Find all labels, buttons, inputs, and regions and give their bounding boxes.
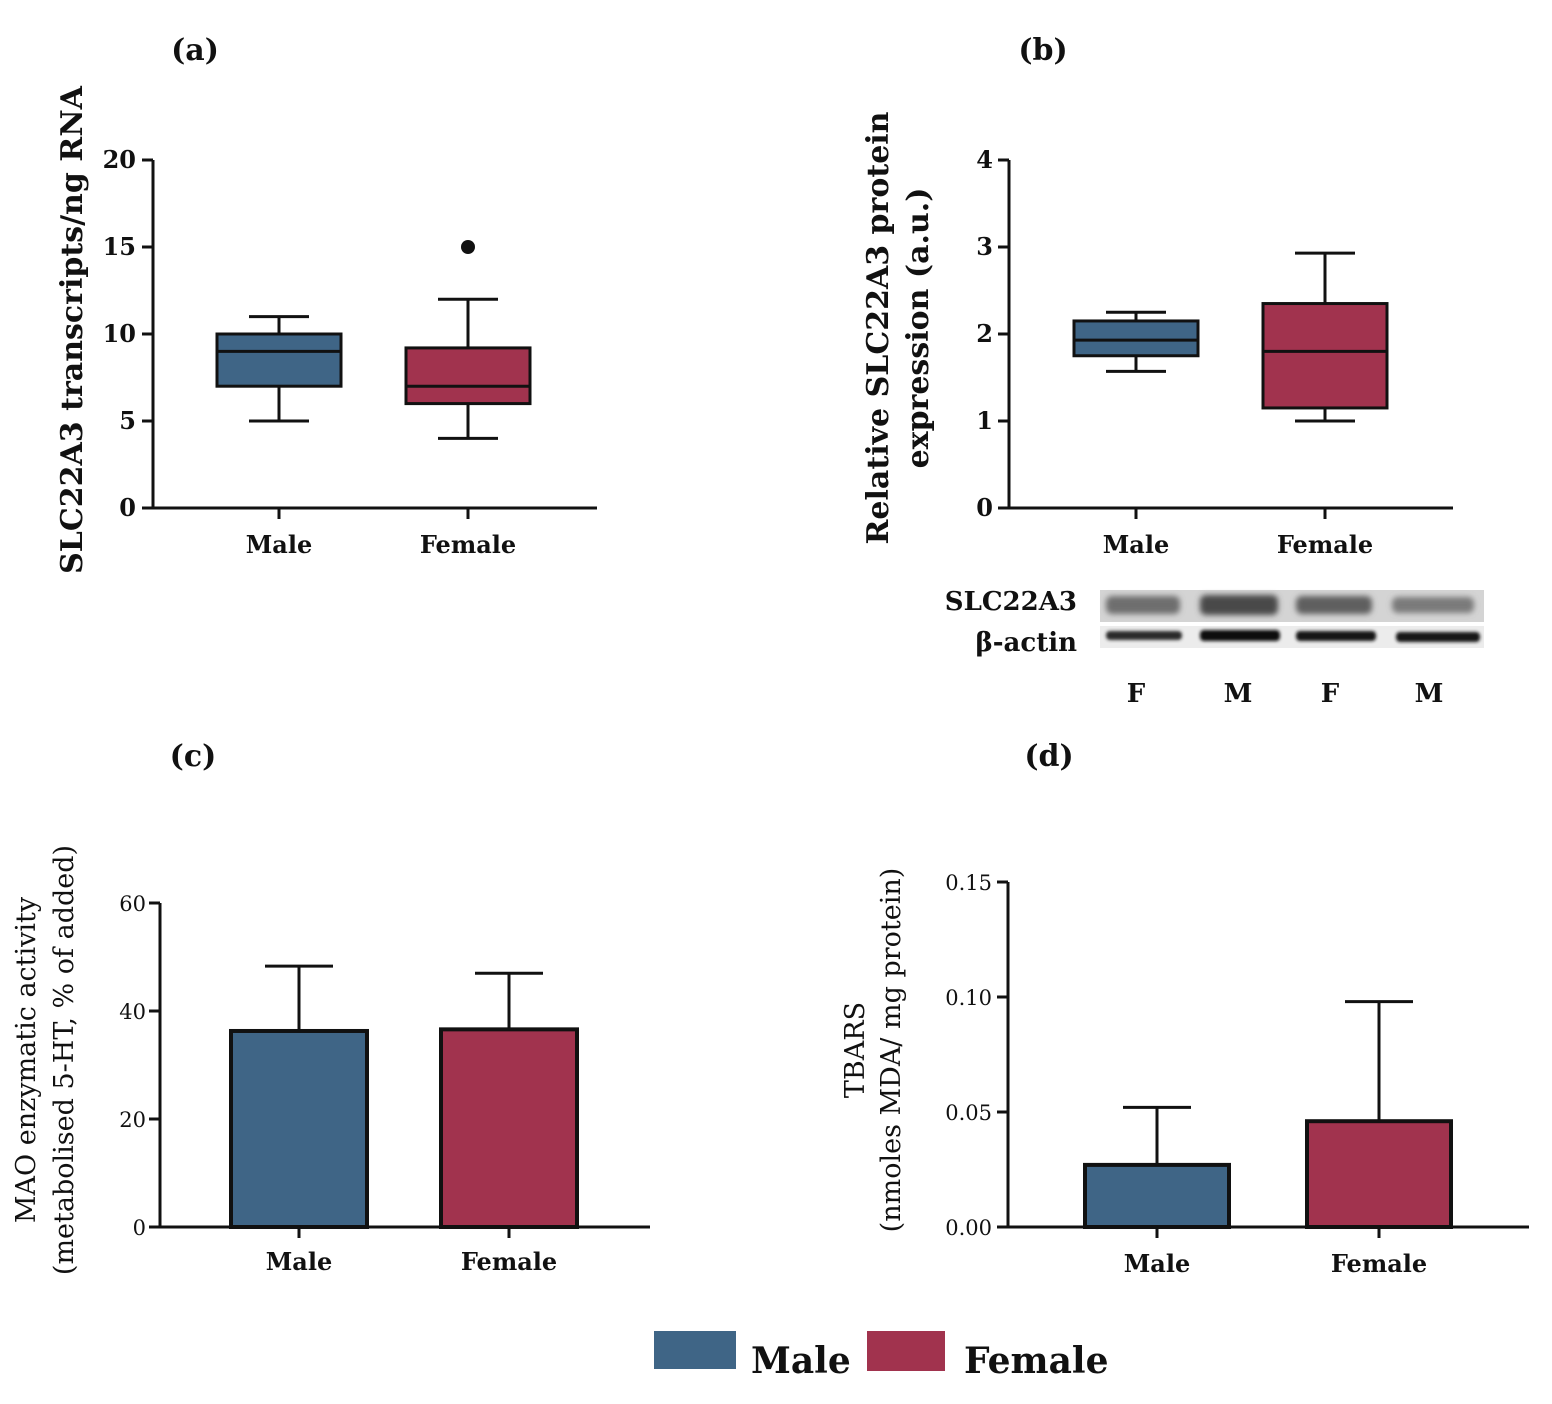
panel-b-label: (b) bbox=[1018, 33, 1067, 68]
panel-a-ylabel-line-0: SLC22A3 transcripts/ng RNA bbox=[55, 85, 90, 574]
legend-swatch-male bbox=[654, 1331, 736, 1369]
panel-c-ytick-label-1: 20 bbox=[119, 1108, 146, 1132]
blot-band-slc22a3-1 bbox=[1106, 596, 1180, 614]
blot-band-slc22a3-3 bbox=[1296, 596, 1372, 614]
panel-b-ytick-label-4: 4 bbox=[976, 145, 993, 174]
panel-b-ylabel-line-0: Relative SLC22A3 protein bbox=[861, 111, 896, 544]
blot-band-beta-actin-4 bbox=[1396, 632, 1480, 642]
blot-band-beta-actin-2 bbox=[1200, 630, 1280, 641]
panel-b-box-plot: (b) 0 1 2 3 4 Relative SLC22A3 protein express… bbox=[861, 33, 1453, 559]
panel-c-ylabel-line-0: MAO enzymatic activity bbox=[11, 896, 42, 1223]
panel-b-male-box bbox=[1072, 319, 1200, 358]
legend: Male Female bbox=[654, 1331, 1109, 1382]
panel-d-category-label-0: Male bbox=[1124, 1249, 1191, 1278]
panel-d-ylabel-line-1: (nmoles MDA/ mg protein) bbox=[876, 868, 907, 1233]
panel-c-male-bar bbox=[229, 1028, 369, 1229]
blot-lane-3: F bbox=[1321, 679, 1340, 709]
blot-lane-1: F bbox=[1127, 679, 1146, 709]
legend-label-male: Male bbox=[751, 1340, 851, 1382]
panel-b-category-label-0: Male bbox=[1103, 530, 1170, 559]
panel-b-ytick-label-1: 1 bbox=[976, 406, 993, 435]
panel-b-ytick-label-0: 0 bbox=[976, 493, 993, 522]
panel-b-female-box bbox=[1261, 302, 1389, 410]
panel-b-category-label-1: Female bbox=[1277, 530, 1373, 559]
panel-c-ytick-label-0: 0 bbox=[133, 1216, 146, 1240]
panel-d-ytick-label-0: 0.00 bbox=[945, 1216, 992, 1240]
panel-c-category-label-1: Female bbox=[461, 1247, 557, 1276]
panel-a-ytick-label-2: 10 bbox=[103, 319, 136, 348]
panel-d-ylabel-line-0: TBARS bbox=[840, 1002, 871, 1098]
panel-a-category-label-0: Male bbox=[246, 530, 313, 559]
panel-b-ytick-label-3: 3 bbox=[976, 232, 993, 261]
panel-c-female-bar bbox=[439, 1027, 579, 1229]
panel-a-ytick-label-3: 15 bbox=[103, 232, 136, 261]
panel-b-ylabel-line-1: expression (a.u.) bbox=[901, 188, 936, 469]
blot-lane-4: M bbox=[1415, 679, 1444, 709]
panel-a-male-box bbox=[215, 332, 343, 388]
panel-c-category-label-0: Male bbox=[266, 1247, 333, 1276]
panel-c-ytick-label-3: 60 bbox=[119, 892, 146, 916]
blot-row-label-slc22a3: SLC22A3 bbox=[945, 587, 1077, 617]
panel-a-ytick-label-1: 5 bbox=[119, 406, 136, 435]
panel-d-ytick-label-3: 0.15 bbox=[945, 871, 992, 895]
legend-label-female: Female bbox=[964, 1340, 1109, 1382]
blot-band-beta-actin-1 bbox=[1106, 631, 1182, 640]
panel-a-category-label-1: Female bbox=[420, 530, 516, 559]
blot-band-slc22a3-2 bbox=[1200, 595, 1278, 615]
blot-row-label-beta-actin: β-actin bbox=[975, 628, 1077, 658]
blot-band-slc22a3-4 bbox=[1392, 597, 1474, 613]
panel-d-category-label-1: Female bbox=[1331, 1249, 1427, 1278]
panel-c-bar-chart: (c) 0 20 40 60 MAO enzymatic activity (metabo… bbox=[11, 739, 650, 1276]
panel-a-ytick-label-0: 0 bbox=[119, 493, 136, 522]
panel-d-label: (d) bbox=[1024, 739, 1073, 774]
panel-a-female-outlier-0 bbox=[461, 240, 475, 254]
panel-c-ytick-label-2: 40 bbox=[119, 1000, 146, 1024]
panel-d-male-bar bbox=[1083, 1162, 1231, 1230]
blot-lane-2: M bbox=[1224, 679, 1253, 709]
panel-a-box-plot: (a) 0 5 10 15 20 SLC22A3 transcripts/ng RNA Ma… bbox=[55, 33, 597, 574]
panel-d-female-bar bbox=[1305, 1119, 1453, 1229]
western-blot: SLC22A3 β-actin F M F M bbox=[945, 587, 1484, 709]
panel-b-ytick-label-2: 2 bbox=[976, 319, 993, 348]
blot-band-beta-actin-3 bbox=[1296, 631, 1376, 641]
panel-c-ylabel-line-1: (metabolised 5-HT, % of added) bbox=[49, 845, 80, 1275]
panel-c-label: (c) bbox=[170, 739, 217, 774]
legend-swatch-female bbox=[867, 1331, 945, 1371]
panel-d-bar-chart: (d) 0.00 0.05 0.10 0.15 TBARS (nmoles MDA/ mg… bbox=[840, 739, 1529, 1278]
panel-a-ytick-label-4: 20 bbox=[103, 145, 136, 174]
panel-d-ytick-label-1: 0.05 bbox=[945, 1101, 992, 1125]
panel-d-ytick-label-2: 0.10 bbox=[945, 986, 992, 1010]
panel-a-female-box bbox=[404, 346, 532, 406]
blot-strip-beta-actin bbox=[1100, 626, 1484, 648]
panel-a-label: (a) bbox=[171, 33, 219, 68]
